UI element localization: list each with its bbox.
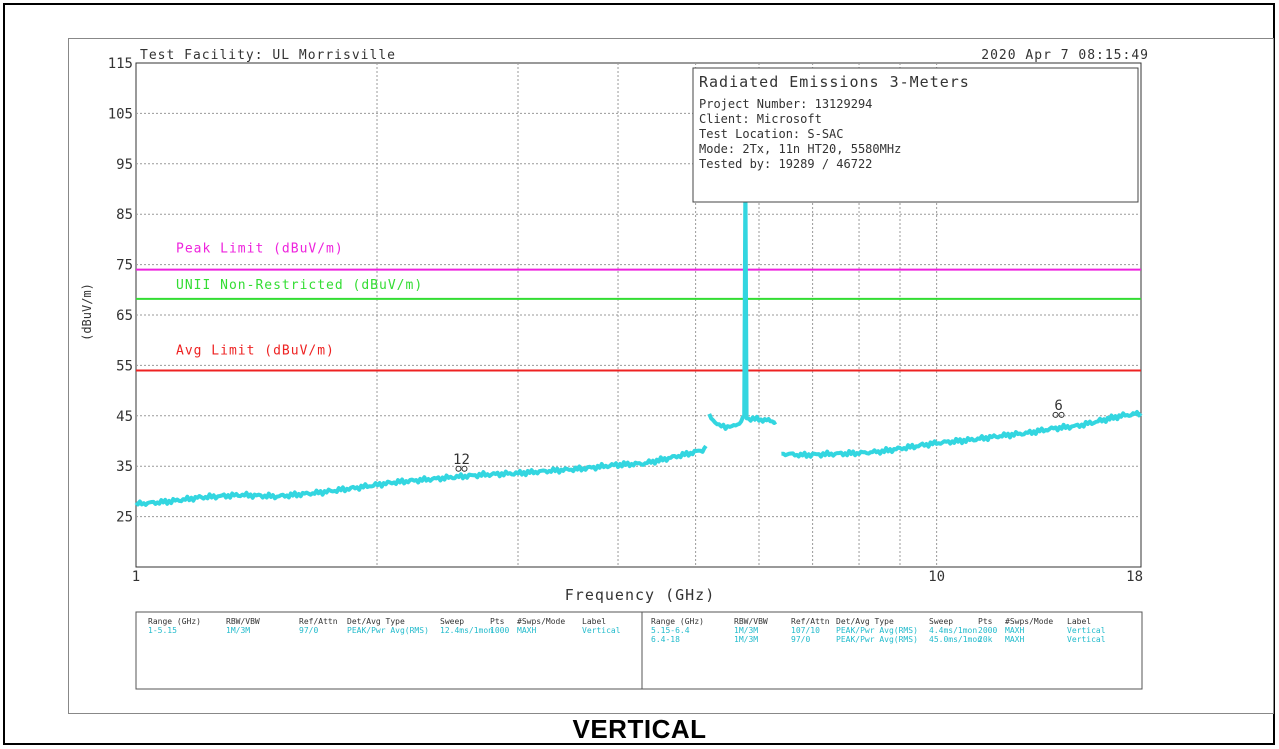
- orientation-caption: VERTICAL: [572, 714, 707, 744]
- x-tick-label: 18: [1126, 569, 1143, 585]
- info-line: Client: Microsoft: [699, 112, 822, 126]
- info-line: Test Location: S-SAC: [699, 127, 844, 141]
- x-tick-labels: 1 10 18: [132, 569, 1143, 585]
- table-header: Range (GHz): [148, 617, 201, 626]
- table-header: Label: [1067, 617, 1091, 626]
- table-header: #Swps/Mode: [1005, 617, 1053, 626]
- table-cell: 1000: [490, 626, 509, 635]
- x-tick-label: 1: [132, 569, 140, 585]
- table-cell: 6.4-18: [651, 635, 680, 644]
- table-cell: 97/0: [791, 635, 810, 644]
- y-tick-label: 45: [116, 409, 133, 425]
- info-box: [692, 67, 1139, 203]
- table-cell: 4.4ms/1mon: [929, 626, 977, 635]
- table-header: Pts: [490, 617, 505, 626]
- table-cell: Vertical: [1067, 635, 1106, 644]
- trace-segment: [707, 174, 778, 431]
- y-tick-labels: 25 35 45 55 65 75 85 95 105 115: [108, 56, 133, 526]
- traces: [134, 174, 1143, 507]
- plot-frame: [68, 38, 1274, 714]
- marker-label: 6: [1054, 398, 1062, 414]
- settings-table-left: Range (GHz) RBW/VBW Ref/Attn Det/Avg Type Sw…: [148, 617, 621, 635]
- table-cell: 5.15-6.4: [651, 626, 690, 635]
- info-line: Project Number: 13129294: [699, 97, 872, 111]
- table-cell: 2000: [978, 626, 997, 635]
- table-header: Det/Avg Type: [347, 617, 405, 626]
- table-cell: PEAK/Pwr Avg(RMS): [836, 635, 918, 644]
- y-tick-label: 75: [116, 258, 133, 274]
- info-box-title: Radiated Emissions 3-Meters: [699, 73, 970, 91]
- table-cell: MAXH: [1005, 626, 1024, 635]
- table-header: Ref/Attn: [791, 617, 830, 626]
- y-tick-label: 105: [108, 106, 133, 122]
- info-line: Tested by: 19289 / 46722: [699, 157, 872, 171]
- table-header: Sweep: [440, 617, 464, 626]
- markers: 12 6: [453, 398, 1065, 472]
- facility-label: Test Facility: UL Morrisville: [140, 48, 396, 63]
- table-header: #Swps/Mode: [517, 617, 565, 626]
- table-cell: 1M/3M: [226, 626, 250, 635]
- table-cell: MAXH: [1005, 635, 1024, 644]
- table-header: Ref/Attn: [299, 617, 338, 626]
- settings-table-right: Range (GHz) RBW/VBW Ref/Attn Det/Avg Type Sw…: [651, 617, 1106, 644]
- x-tick-label: 10: [928, 569, 945, 585]
- y-tick-label: 85: [116, 207, 133, 223]
- y-tick-label: 65: [116, 308, 133, 324]
- table-header: RBW/VBW: [734, 617, 768, 626]
- y-tick-label: 115: [108, 56, 133, 72]
- table-cell: Vertical: [582, 626, 621, 635]
- settings-table: [135, 611, 1143, 690]
- y-tick-label: 55: [116, 358, 133, 374]
- table-header: Pts: [978, 617, 993, 626]
- page-frame: [3, 3, 1275, 745]
- table-header: RBW/VBW: [226, 617, 260, 626]
- limit-lines: Peak Limit (dBuV/m) UNII Non-Restricted (…: [136, 242, 1141, 372]
- table-cell: 45.0ms/1mon: [929, 635, 982, 644]
- table-cell: 107/10: [791, 626, 820, 635]
- trace-segment: [134, 444, 708, 507]
- marker-label: 12: [453, 452, 470, 468]
- marker-point: [1058, 411, 1065, 418]
- table-header: Sweep: [929, 617, 953, 626]
- y-tick-label: 35: [116, 459, 133, 475]
- limit-label: Peak Limit (dBuV/m): [176, 242, 344, 257]
- table-cell: 1-5.15: [148, 626, 177, 635]
- limit-label: Avg Limit (dBuV/m): [176, 343, 335, 358]
- table-cell: PEAK/Pwr Avg(RMS): [836, 626, 918, 635]
- table-cell: 20k: [978, 635, 993, 644]
- table-cell: Vertical: [1067, 626, 1106, 635]
- table-cell: 12.4ms/1mon: [440, 626, 493, 635]
- y-axis-label: (dBuV/m): [80, 283, 94, 341]
- datetime-label: 2020 Apr 7 08:15:49: [981, 48, 1149, 63]
- table-header: Label: [582, 617, 606, 626]
- marker-point: [461, 465, 468, 472]
- table-cell: 97/0: [299, 626, 318, 635]
- marker-point: [1052, 411, 1059, 418]
- y-tick-label: 25: [116, 510, 133, 526]
- info-line: Mode: 2Tx, 11n HT20, 5580MHz: [699, 142, 901, 156]
- table-cell: 1M/3M: [734, 635, 758, 644]
- table-cell: 1M/3M: [734, 626, 758, 635]
- table-cell: MAXH: [517, 626, 536, 635]
- x-axis-label: Frequency (GHz): [565, 586, 715, 604]
- y-tick-label: 95: [116, 157, 133, 173]
- table-header: Range (GHz): [651, 617, 704, 626]
- table-cell: PEAK/Pwr Avg(RMS): [347, 626, 429, 635]
- limit-label: UNII Non-Restricted (dBuV/m): [176, 278, 423, 293]
- marker-point: [455, 465, 462, 472]
- trace-segment: [781, 410, 1143, 459]
- table-header: Det/Avg Type: [836, 617, 894, 626]
